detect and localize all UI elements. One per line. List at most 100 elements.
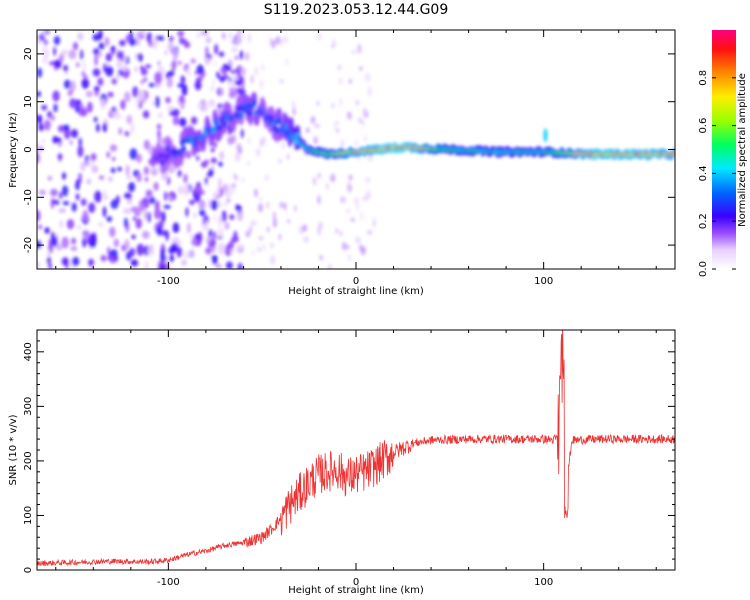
heatmap-noise-blob xyxy=(270,255,276,266)
heatmap-noise-blob xyxy=(196,32,201,39)
heatmap-noise-blob xyxy=(78,109,87,117)
heatmap-noise-blob xyxy=(346,208,351,214)
heatmap-noise-blob xyxy=(53,35,61,45)
heatmap-noise-blob xyxy=(185,207,189,217)
heatmap-noise-blob xyxy=(38,123,44,132)
heatmap-noise-blob xyxy=(149,196,156,204)
colorbar-label: Normalized spectral amplitude xyxy=(737,73,748,227)
heatmap-noise-blob xyxy=(314,123,320,128)
heatmap-noise-blob xyxy=(107,246,111,256)
heatmap-noise-blob xyxy=(281,141,286,150)
heatmap-noise-blob xyxy=(214,43,219,55)
heatmap-noise-blob xyxy=(86,178,92,185)
heatmap-noise-blob xyxy=(42,138,46,144)
heatmap-noise-blob xyxy=(204,103,209,113)
heatmap-noise-blob xyxy=(230,248,234,254)
heatmap-noise-blob xyxy=(129,148,138,160)
heatmap-noise-blob xyxy=(237,262,243,269)
heatmap-noise-blob xyxy=(140,67,148,76)
heatmap-noise-blob xyxy=(138,102,143,109)
snr-x-tick-label: -100 xyxy=(157,577,180,588)
heatmap-noise-blob xyxy=(163,204,171,209)
heatmap-noise-blob xyxy=(143,77,147,82)
heatmap-noise-blob xyxy=(183,251,191,259)
heatmap-noise-blob xyxy=(134,66,138,73)
heatmap-noise-blob xyxy=(161,230,168,237)
heatmap-noise-blob xyxy=(291,100,296,110)
heatmap-noise-blob xyxy=(187,222,191,234)
heatmap-noise-blob xyxy=(125,34,130,43)
heatmap-noise-blob xyxy=(310,116,316,125)
heatmap-noise-blob xyxy=(163,191,168,201)
heatmap-noise-blob xyxy=(102,122,108,133)
heatmap-noise-blob xyxy=(116,71,120,82)
heatmap-noise-blob xyxy=(193,212,197,219)
heatmap-noise-blob xyxy=(128,31,134,39)
heatmap-noise-blob xyxy=(135,218,142,229)
snr-series-line xyxy=(37,330,675,567)
heatmap-noise-blob xyxy=(247,136,251,145)
heatmap-noise-blob xyxy=(82,230,90,240)
heatmap-noise-blob xyxy=(106,151,110,158)
heatmap-noise-blob xyxy=(275,36,281,45)
heatmap-noise-blob xyxy=(228,32,233,40)
heatmap-noise-blob xyxy=(195,77,203,82)
heatmap-noise-blob xyxy=(344,244,351,250)
heatmap-noise-blob xyxy=(37,146,45,152)
heatmap-noise-blob xyxy=(244,52,250,61)
heatmap-noise-blob xyxy=(85,90,93,98)
heatmap-noise-blob xyxy=(186,150,192,159)
heatmap-noise-blob xyxy=(152,38,159,50)
heatmap-noise-blob xyxy=(210,199,219,211)
heatmap-noise-blob xyxy=(204,220,209,231)
heatmap-noise-blob xyxy=(133,216,136,221)
heatmap-noise-blob xyxy=(261,64,265,71)
heatmap-noise-blob xyxy=(270,242,274,249)
heatmap-noise-blob xyxy=(259,196,263,202)
snr-ticks: -100 0 100 0 100 200 300 400 xyxy=(23,330,675,588)
heatmap-noise-blob xyxy=(92,68,101,77)
heatmap-noise-blob xyxy=(37,153,41,164)
heatmap-noise-blob xyxy=(132,86,139,98)
heatmap-noise-blob xyxy=(190,116,198,125)
heatmap-noise-blob xyxy=(82,60,86,72)
heatmap-noise-blob xyxy=(94,190,102,203)
heatmap-noise-blob xyxy=(120,50,124,62)
heatmap-noise-blob xyxy=(135,97,139,107)
heatmap-noise-blob xyxy=(166,76,173,88)
heatmap-noise-blob xyxy=(106,216,113,222)
figure-title: S119.2023.053.12.44.G09 xyxy=(263,2,449,18)
heatmap-noise-blob xyxy=(48,263,52,269)
heatmap-noise-blob xyxy=(204,159,209,166)
heatmap-noise-blob xyxy=(348,78,352,84)
heatmap-noise-blob xyxy=(256,246,263,253)
heatmap-noise-blob xyxy=(183,41,191,49)
colorbar-ticks: 0.0 0.2 0.4 0.6 0.8 xyxy=(698,70,736,277)
heatmap-noise-blob xyxy=(335,228,338,234)
heatmap-noise-blob xyxy=(177,170,182,177)
heatmap-noise-blob xyxy=(76,224,82,231)
heatmap-noise-blob xyxy=(59,191,63,200)
heatmap-noise-blob xyxy=(156,225,162,236)
heatmap-noise-blob xyxy=(123,208,129,214)
heatmap-noise-blob xyxy=(154,200,160,212)
heatmap-noise-blob xyxy=(98,42,105,50)
heatmap-noise-blob xyxy=(368,86,372,97)
heatmap-noise-blob xyxy=(92,33,101,42)
heatmap-noise-blob xyxy=(212,231,217,239)
spectrogram-y-tick-label: 10 xyxy=(23,95,34,108)
heatmap-noise-blob xyxy=(278,159,282,164)
heatmap-noise-blob xyxy=(102,190,107,200)
spectrogram-y-tick-label: -10 xyxy=(23,189,34,205)
heatmap-noise-blob xyxy=(241,176,245,183)
heatmap-noise-blob xyxy=(117,167,123,172)
heatmap-noise-blob xyxy=(143,166,149,175)
heatmap-noise-blob xyxy=(110,45,116,54)
heatmap-noise-blob xyxy=(258,235,264,241)
heatmap-noise-blob xyxy=(154,208,162,220)
heatmap-noise-blob xyxy=(136,31,144,38)
heatmap-noise-blob xyxy=(208,228,212,239)
colorbar: 0.0 0.2 0.4 0.6 0.8 Normalized spectral ampl… xyxy=(698,30,748,277)
